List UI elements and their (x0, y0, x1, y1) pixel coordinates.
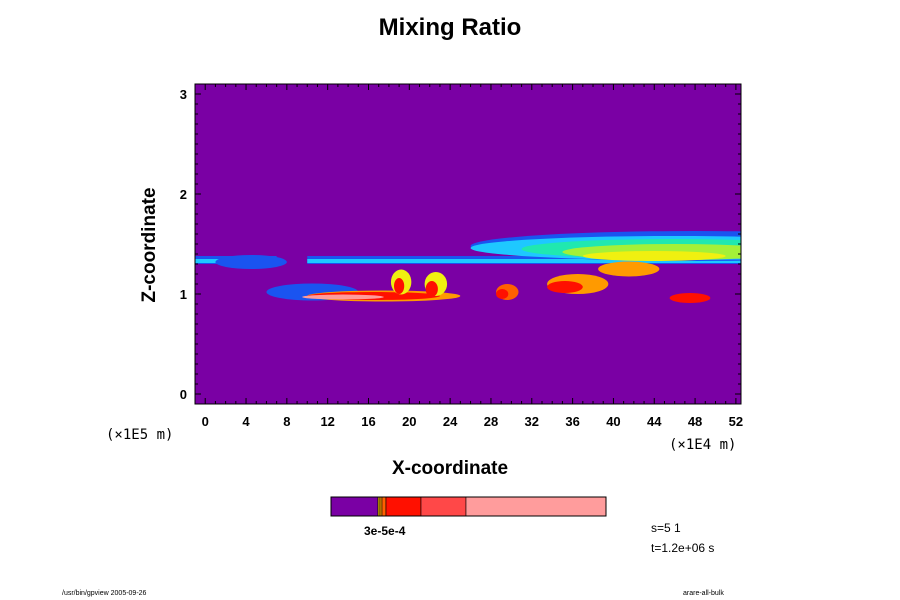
colorbar-segment-3 (381, 496, 387, 517)
x-tick-label-3: 12 (320, 414, 334, 429)
info-time: t=1.2e+06 s (651, 541, 715, 555)
cloud-region-15 (496, 289, 509, 299)
x-tick-label-11: 44 (647, 414, 662, 429)
x-axis-label: X-coordinate (391, 458, 509, 479)
y-tick-label-1: 1 (180, 287, 187, 302)
x-tick-label-1: 4 (242, 414, 250, 429)
cloud-region-9 (302, 294, 384, 300)
x-tick-label-8: 32 (525, 414, 539, 429)
y-tick-label-3: 3 (180, 87, 187, 102)
footer-right: arare-all-bulk (683, 590, 724, 597)
colorbar-segment-6 (465, 496, 607, 517)
x-tick-label-5: 20 (402, 414, 416, 429)
x-tick-label-0: 0 (202, 414, 209, 429)
colorbar-segment-0 (330, 496, 379, 517)
x-tick-label-9: 36 (565, 414, 579, 429)
y-axis-unit: (×1E5 m) (106, 427, 174, 443)
y-tick-label-2: 2 (180, 187, 187, 202)
x-tick-label-7: 28 (484, 414, 498, 429)
cloud-band-inner-1 (307, 259, 741, 263)
footer-left: /usr/bin/gpview 2005-09-26 (62, 590, 147, 597)
colorbar-segment-5 (420, 496, 467, 517)
cloud-region-11 (394, 278, 405, 294)
cloud-region-17 (547, 281, 583, 293)
colorbar-segment-4 (385, 496, 422, 517)
chart-title: Mixing Ratio (378, 14, 522, 41)
x-axis-unit: (×1E4 m) (669, 437, 737, 453)
cloud-region-0 (215, 255, 287, 269)
cloud-region-13 (425, 281, 438, 297)
y-tick-label-0: 0 (180, 387, 187, 402)
colorbar-frame (330, 496, 607, 517)
x-tick-label-6: 24 (443, 414, 458, 429)
x-tick-label-2: 8 (283, 414, 290, 429)
info-step: s=5 1 (651, 521, 681, 535)
cloud-region-5 (582, 251, 726, 261)
y-axis-label: Z-coordinate (139, 187, 160, 303)
colorbar-label: 3e-5e-4 (364, 524, 406, 538)
x-tick-label-12: 48 (688, 414, 702, 429)
cloud-region-19 (669, 293, 711, 303)
cloud-region-18 (598, 261, 660, 277)
x-tick-label-13: 52 (729, 414, 743, 429)
x-tick-label-10: 40 (606, 414, 620, 429)
x-tick-label-4: 16 (361, 414, 375, 429)
heatmap-field (195, 231, 741, 303)
